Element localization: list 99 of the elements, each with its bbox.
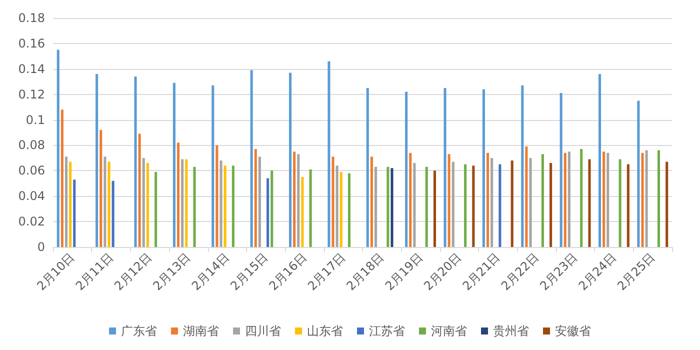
y-tick-label: 0.1 xyxy=(26,112,45,127)
bar xyxy=(618,159,622,247)
bar xyxy=(564,152,566,247)
bar xyxy=(602,152,606,247)
bar xyxy=(472,166,475,247)
y-tick-label: 0.16 xyxy=(18,36,45,50)
bar xyxy=(134,76,137,247)
bar xyxy=(568,152,570,247)
bar xyxy=(529,158,532,247)
bar xyxy=(293,152,296,247)
bar xyxy=(580,149,583,247)
bar xyxy=(482,89,485,247)
bar xyxy=(606,152,610,247)
bar xyxy=(104,156,106,247)
y-tick-label: 0.18 xyxy=(18,11,45,25)
bar xyxy=(64,156,68,247)
bar xyxy=(328,61,330,247)
bar xyxy=(172,82,176,247)
legend-label: 四川省 xyxy=(245,324,281,338)
bar xyxy=(645,150,648,247)
bar xyxy=(220,160,222,247)
bar xyxy=(297,154,300,247)
bar xyxy=(405,92,408,247)
bar xyxy=(425,166,428,247)
bar xyxy=(108,162,110,247)
legend-label: 贵州省 xyxy=(493,324,529,338)
bar xyxy=(386,166,390,247)
bar xyxy=(288,72,292,247)
bar xyxy=(232,166,234,247)
bar xyxy=(142,158,145,247)
bar xyxy=(258,156,261,247)
bar xyxy=(216,145,218,247)
y-tick-label: 0.06 xyxy=(18,164,45,178)
legend-label: 安徽省 xyxy=(555,324,591,338)
bar xyxy=(193,166,196,247)
bar xyxy=(309,169,312,247)
bar xyxy=(666,162,668,247)
bar xyxy=(433,170,436,247)
bar xyxy=(154,172,158,247)
bar xyxy=(348,173,351,247)
bar xyxy=(332,156,334,247)
y-tick-label: 0 xyxy=(37,240,45,254)
bar xyxy=(366,88,369,247)
bar xyxy=(146,163,149,247)
bar xyxy=(138,134,141,247)
bar xyxy=(626,164,630,247)
bar xyxy=(657,150,660,247)
bar xyxy=(112,180,114,247)
y-tick-label: 0.04 xyxy=(18,189,45,204)
bar xyxy=(254,149,257,247)
bar xyxy=(452,162,454,247)
legend-label: 广东省 xyxy=(121,324,157,338)
bar xyxy=(486,152,490,247)
bar xyxy=(525,146,528,247)
bar xyxy=(250,70,253,247)
x-tick-label: 2月25日 xyxy=(614,250,658,294)
bar xyxy=(100,130,102,247)
bar xyxy=(176,142,180,247)
bar xyxy=(56,50,60,247)
bar xyxy=(444,88,446,247)
bar xyxy=(60,110,64,247)
bar xyxy=(637,100,640,247)
bar xyxy=(336,166,338,247)
bar xyxy=(550,163,552,247)
bar xyxy=(409,152,412,247)
bar xyxy=(266,178,270,247)
y-tick-label: 0.02 xyxy=(18,214,45,229)
legend-label: 江苏省 xyxy=(369,324,405,338)
bar xyxy=(464,164,467,247)
bar xyxy=(374,166,378,247)
bar xyxy=(185,159,188,247)
bar xyxy=(301,177,304,247)
legend-label: 河南省 xyxy=(431,324,467,338)
bar xyxy=(181,159,184,247)
bar xyxy=(73,180,76,247)
bar xyxy=(390,168,394,247)
bar xyxy=(96,74,98,247)
bar xyxy=(598,74,602,247)
bar xyxy=(413,163,416,247)
bar xyxy=(340,172,342,247)
bar xyxy=(224,166,226,247)
bar xyxy=(641,152,644,247)
y-tick-label: 0.14 xyxy=(18,62,45,76)
bar xyxy=(588,159,591,247)
y-tick-label: 0.08 xyxy=(18,138,45,152)
bar xyxy=(212,85,214,247)
bar xyxy=(510,160,514,247)
legend-label: 山东省 xyxy=(307,324,343,338)
bar xyxy=(541,154,544,247)
bar xyxy=(270,170,274,247)
bar xyxy=(498,164,502,247)
bar xyxy=(448,154,450,247)
bar xyxy=(560,93,562,247)
bar xyxy=(521,85,524,247)
y-tick-label: 0.12 xyxy=(18,87,45,102)
bar xyxy=(370,156,373,247)
bar xyxy=(69,162,72,247)
bar xyxy=(490,158,494,247)
legend-label: 湖南省 xyxy=(183,324,219,338)
